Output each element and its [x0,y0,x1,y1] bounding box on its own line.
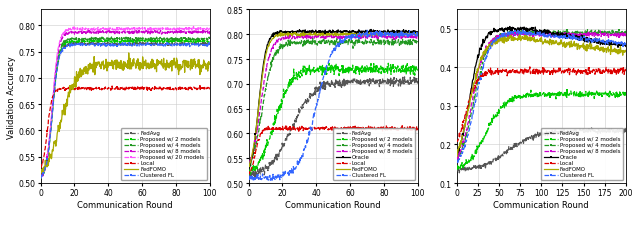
X-axis label: Communication Round: Communication Round [285,200,381,209]
Legend: FedAvg, Proposed w/ 2 models, Proposed w/ 4 models, Proposed w/ 8 models, Oracle: FedAvg, Proposed w/ 2 models, Proposed w… [541,128,623,180]
Text: (b) EMNIST + label and covariate shift: (b) EMNIST + label and covariate shift [253,228,413,229]
Text: (c) CIFAR10 + concept shift: (c) CIFAR10 + concept shift [484,228,599,229]
Y-axis label: Validation Accuracy: Validation Accuracy [7,56,16,138]
X-axis label: Communication Round: Communication Round [77,200,173,209]
Legend: FedAvg, Proposed w/ 2 models, Proposed w/ 4 models, Proposed w/ 8 models, Propos: FedAvg, Proposed w/ 2 models, Proposed w… [122,128,207,180]
Text: (a) EMNIST + label shift: (a) EMNIST + label shift [76,228,175,229]
Legend: FedAvg, Proposed w/ 2 models, Proposed w/ 4 models, Proposed w/ 8 models, Oracle: FedAvg, Proposed w/ 2 models, Proposed w… [333,128,415,180]
X-axis label: Communication Round: Communication Round [493,200,589,209]
